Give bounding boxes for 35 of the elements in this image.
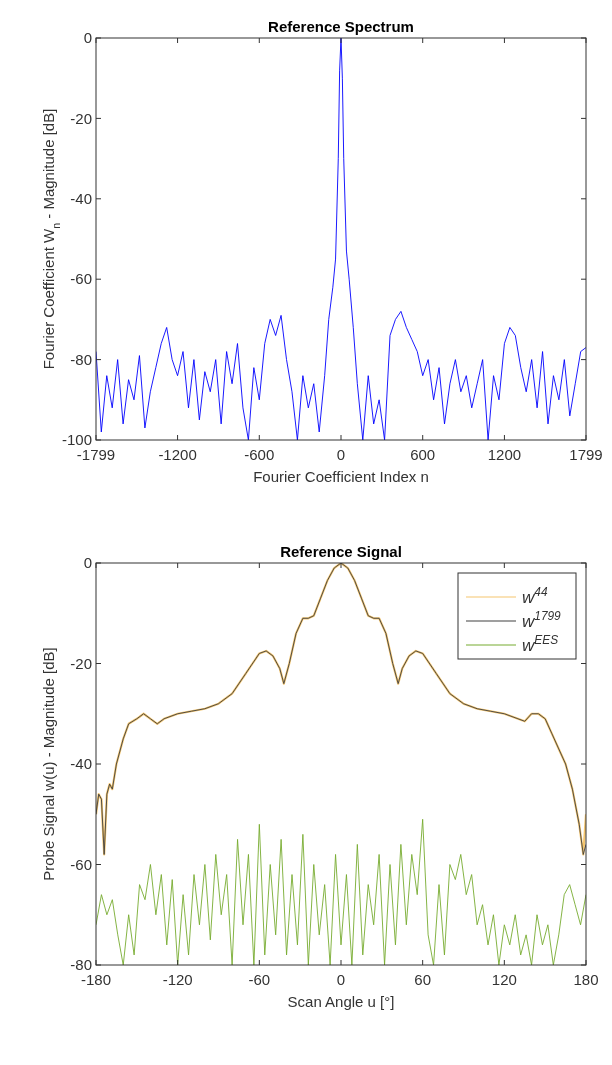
line-series [96,38,586,440]
y-tick-label: -40 [70,190,92,208]
y-tick-label: -80 [70,350,92,368]
y-tick-label: -40 [70,755,92,773]
x-tick-label: -120 [162,971,193,988]
chart-title: Reference Spectrum [268,18,414,35]
y-tick-label: -60 [70,855,92,873]
y-axis-title: Probe Signal w(u) - Magnitude [dB] [40,647,57,881]
y-tick-label: -80 [70,956,92,974]
x-tick-label: 600 [410,446,436,463]
y-tick-label: -60 [70,270,92,288]
x-tick-label: -600 [244,446,275,463]
x-tick-label: 1799 [569,446,603,463]
y-tick-label: 0 [83,29,92,47]
legend-label: w$^{44}$ [522,585,548,607]
x-tick-label: 120 [491,971,517,988]
x-axis-title: Fourier Coefficient Index n [253,468,429,485]
line-series [96,818,586,965]
x-tick-label: 1200 [487,446,522,463]
y-tick-label: -20 [70,654,92,672]
x-tick-label: -60 [248,971,271,988]
x-tick-label: -180 [80,971,112,988]
x-tick-label: 0 [336,446,346,463]
chart-title: Reference Signal [280,543,402,560]
x-tick-label: 0 [336,971,346,988]
x-axis-title: Scan Angle u [°] [287,993,395,1010]
legend-label: w$^{1799}$ [522,609,562,631]
y-tick-label: -100 [61,431,92,449]
y-tick-label: -20 [70,109,92,127]
legend-label: w$^{EES}$ [522,633,559,655]
x-tick-label: -1200 [158,446,197,463]
x-tick-label: 60 [414,971,432,988]
x-tick-label: -1799 [76,446,116,463]
y-tick-label: 0 [83,554,92,572]
x-tick-label: 180 [573,971,599,988]
